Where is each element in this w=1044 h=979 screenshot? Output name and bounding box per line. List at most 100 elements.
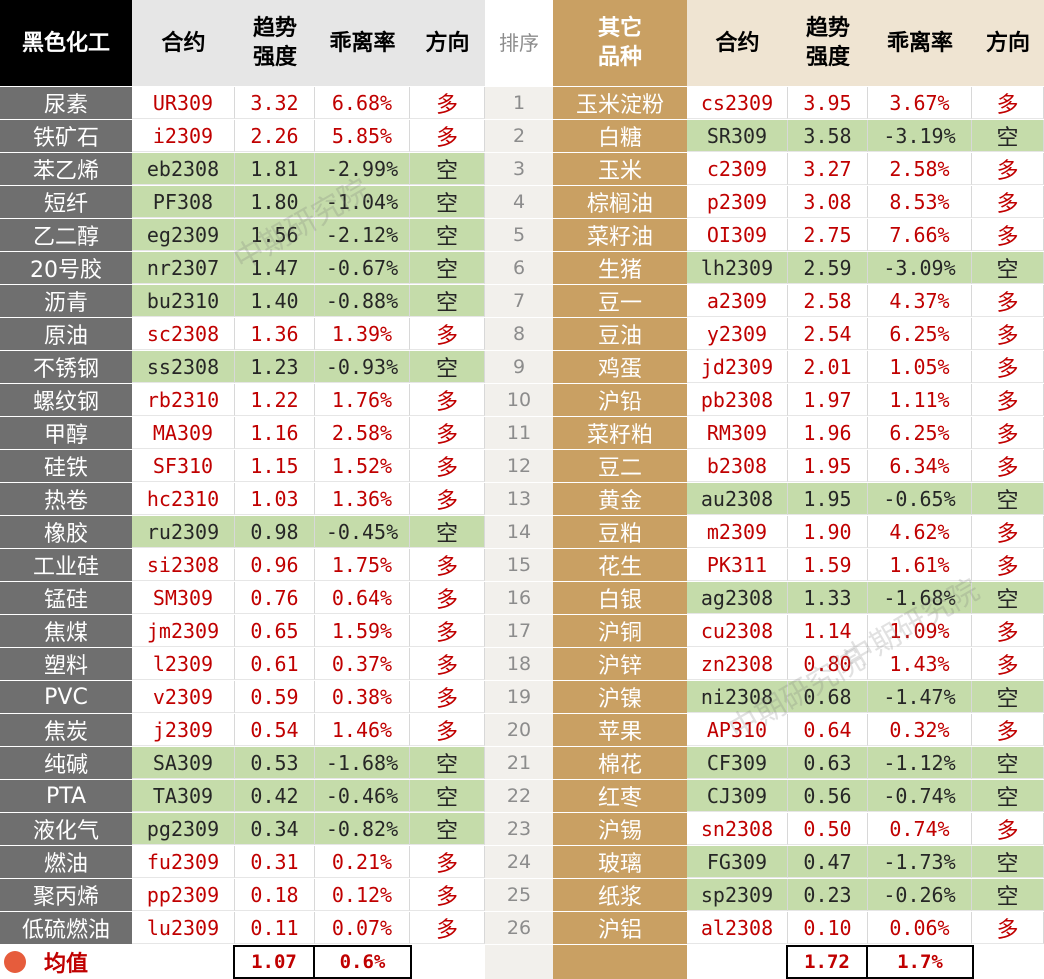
right-strength: 1.96 [788,417,868,449]
left-product-name: 锰硅 [0,582,132,614]
right-deviation: -1.47% [868,681,972,713]
left-contract: rb2310 [132,384,235,416]
right-contract: au2308 [687,483,788,515]
left-deviation: 2.58% [315,417,410,449]
rank-number: 15 [485,549,553,581]
left-product-name: 短纤 [0,186,132,218]
left-deviation: 1.39% [315,318,410,350]
right-deviation: 4.62% [868,516,972,548]
left-strength: 1.16 [235,417,315,449]
right-deviation: 1.11% [868,384,972,416]
left-contract: j2309 [132,714,235,746]
right-contract: al2308 [687,912,788,944]
left-contract: lu2309 [132,912,235,944]
left-deviation: 1.52% [315,450,410,482]
right-direction: 多 [972,912,1044,944]
left-strength: 1.40 [235,285,315,317]
left-deviation: 0.07% [315,912,410,944]
left-direction: 空 [410,285,485,317]
left-strength: 3.32 [235,87,315,119]
left-direction: 多 [410,483,485,515]
left-direction: 多 [410,648,485,680]
rank-number: 6 [485,252,553,284]
logo-icon [4,951,26,973]
left-direction: 多 [410,846,485,878]
left-direction: 空 [410,252,485,284]
left-deviation: -2.12% [315,219,410,251]
right-contract: CF309 [687,747,788,779]
right-contract: zn2308 [687,648,788,680]
right-product-name: 沪锡 [553,813,687,845]
right-direction: 多 [972,153,1044,185]
left-product-name: 纯碱 [0,747,132,779]
left-strength: 0.96 [235,549,315,581]
rank-number: 14 [485,516,553,548]
left-contract: ru2309 [132,516,235,548]
right-product-name: 棕榈油 [553,186,687,218]
left-direction: 多 [410,582,485,614]
header-strength-right: 趋势 强度 [788,0,868,86]
right-deviation: 6.25% [868,318,972,350]
rank-number: 13 [485,483,553,515]
right-strength: 2.75 [788,219,868,251]
left-product-name: 橡胶 [0,516,132,548]
left-deviation: 1.76% [315,384,410,416]
left-strength: 1.23 [235,351,315,383]
left-deviation: 1.46% [315,714,410,746]
left-product-name: 铁矿石 [0,120,132,152]
rank-number: 20 [485,714,553,746]
right-contract: AP310 [687,714,788,746]
header-contract-right: 合约 [687,0,788,86]
right-product-name: 苹果 [553,714,687,746]
right-direction: 空 [972,582,1044,614]
left-direction: 多 [410,879,485,911]
left-product-name: 低硫燃油 [0,912,132,944]
right-avg-deviation: 1.7% [866,945,974,979]
left-deviation: 0.38% [315,681,410,713]
left-deviation: -0.88% [315,285,410,317]
rank-number: 7 [485,285,553,317]
right-deviation: 0.74% [868,813,972,845]
left-contract: jm2309 [132,615,235,647]
left-deviation: -0.82% [315,813,410,845]
left-strength: 1.80 [235,186,315,218]
left-strength: 0.18 [235,879,315,911]
right-contract: cs2309 [687,87,788,119]
rank-number: 16 [485,582,553,614]
right-contract: FG309 [687,846,788,878]
right-strength: 0.47 [788,846,868,878]
right-deviation: -3.19% [868,120,972,152]
right-contract: c2309 [687,153,788,185]
left-deviation: 0.21% [315,846,410,878]
left-direction: 空 [410,747,485,779]
right-direction: 多 [972,351,1044,383]
left-contract: i2309 [132,120,235,152]
left-deviation: -0.67% [315,252,410,284]
right-contract: ni2308 [687,681,788,713]
left-product-name: 尿素 [0,87,132,119]
right-contract: jd2309 [687,351,788,383]
left-direction: 多 [410,615,485,647]
left-product-name: 20号胶 [0,252,132,284]
right-strength: 3.95 [788,87,868,119]
right-product-name: 沪铅 [553,384,687,416]
left-product-name: 工业硅 [0,549,132,581]
right-direction: 空 [972,846,1044,878]
left-direction: 空 [410,153,485,185]
right-direction: 多 [972,813,1044,845]
header-direction: 方向 [410,0,485,86]
left-direction: 多 [410,120,485,152]
left-contract: SA309 [132,747,235,779]
right-product-name: 菜籽油 [553,219,687,251]
right-product-name: 沪铝 [553,912,687,944]
right-strength: 0.23 [788,879,868,911]
header-left-category: 黑色化工 [0,0,132,86]
right-contract: RM309 [687,417,788,449]
rank-number: 17 [485,615,553,647]
right-direction: 多 [972,549,1044,581]
right-direction: 空 [972,879,1044,911]
footer-rank-cell [485,945,553,979]
left-contract: SF310 [132,450,235,482]
right-strength: 1.95 [788,483,868,515]
right-direction: 多 [972,384,1044,416]
